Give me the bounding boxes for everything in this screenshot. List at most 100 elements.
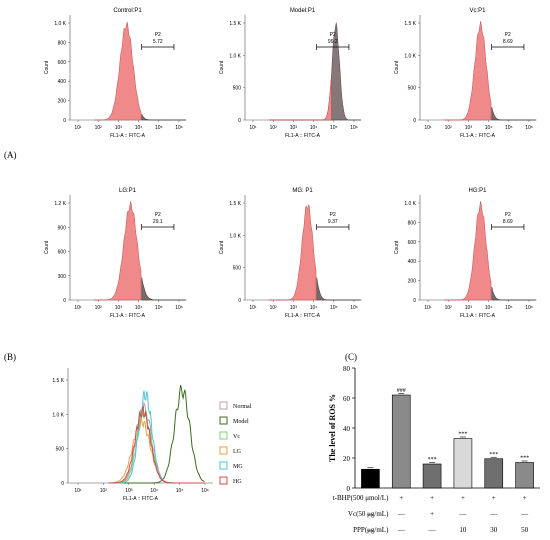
x-tick-label: 10¹ [424, 125, 432, 131]
x-tick-label: 10⁵ [505, 305, 513, 311]
row-cell: — [520, 510, 529, 518]
panel-label-a: (A) [4, 150, 17, 160]
bar-y-label: The level of ROS % [328, 394, 337, 462]
row-cell: — [458, 510, 467, 518]
histogram-gated [491, 107, 537, 121]
row-label: PPP(μg/mL) [353, 526, 389, 534]
legend-item-model: Model [219, 416, 249, 425]
row-cell: — [428, 526, 437, 534]
legend-label: Model [233, 419, 249, 425]
row-cell: + [523, 494, 527, 502]
y-tick-label: 500 [408, 86, 417, 92]
x-tick-label: 10⁶ [525, 305, 533, 311]
row-cell: — [397, 510, 406, 518]
x-tick-label: 10⁴ [310, 305, 318, 311]
x-tick-label: 10³ [125, 488, 133, 494]
y-tick-label: 0 [63, 118, 66, 124]
y-tick-label: 200 [408, 279, 417, 285]
row-label: t-BHP(500 μmol/L) [333, 494, 389, 502]
bar-3 [422, 463, 442, 489]
panel-label-b: (B) [4, 352, 16, 362]
x-axis-label: FL1-A :: FITC-A [460, 313, 496, 319]
legend-swatch [219, 461, 228, 470]
x-tick-label: 10⁶ [175, 125, 183, 131]
legend-item-mg: MG [219, 461, 243, 470]
x-tick-label: 10² [100, 488, 108, 494]
y-tick-label: 400 [58, 79, 67, 85]
x-axis-label: FL1-A :: FITC-A [285, 133, 321, 139]
overlay-curve-vc [108, 409, 205, 484]
y-tick-label: 0 [61, 481, 64, 487]
gate-value: 8.69 [503, 39, 513, 45]
histogram-gated [491, 287, 537, 301]
overlay-curve-hg [108, 405, 205, 484]
row-cell: + [461, 494, 465, 502]
y-tick-label: 1.0 K [229, 233, 241, 239]
x-tick-label: 10⁴ [150, 488, 158, 494]
y-tick-label: 0 [238, 118, 241, 124]
legend-item-normal: Normal [219, 401, 252, 410]
histogram-ungated [94, 201, 142, 301]
bar-y-tick-label: 80 [343, 365, 351, 373]
x-tick-label: 10⁴ [310, 125, 318, 131]
x-tick-label: 10³ [290, 125, 298, 131]
x-tick-label: 10³ [290, 305, 298, 311]
gate-label: P2 [155, 32, 161, 38]
legend-item-lg: LG [219, 446, 242, 455]
legend-item-hg: HG [219, 476, 242, 485]
y-tick-label: 0 [413, 118, 416, 124]
y-tick-label: 1.0 K [404, 201, 416, 207]
gate-label: P2 [505, 32, 511, 38]
flow-title: Vc:P1 [469, 8, 486, 14]
bar-6 [515, 462, 534, 489]
y-tick-label: 500 [233, 86, 242, 92]
gate-label: P2 [330, 32, 336, 38]
bar-y-tick-label: 0 [347, 485, 351, 493]
legend-swatch [219, 416, 228, 425]
row-cell: — [489, 510, 498, 518]
y-tick-label: 600 [58, 60, 67, 66]
y-axis-label: Count [44, 240, 50, 254]
y-tick-label: 0 [238, 298, 241, 304]
legend-swatch [219, 431, 228, 440]
y-tick-label: 600 [408, 240, 417, 246]
gate-value: 9.37 [328, 219, 338, 225]
y-tick-label: 600 [58, 250, 67, 256]
y-tick-label: 1.2 K [54, 201, 66, 207]
x-tick-label: 10² [270, 125, 278, 131]
x-tick-label: 10¹ [74, 488, 82, 494]
row-cell: + [492, 494, 496, 502]
histogram-gated [141, 114, 187, 121]
significance-mark: *** [428, 457, 437, 463]
y-tick-label: 1.0 K [229, 53, 241, 59]
legend-swatch [219, 446, 228, 455]
legend-swatch [219, 476, 228, 485]
gate-value: 8.69 [503, 219, 513, 225]
x-tick-label: 10² [95, 125, 103, 131]
x-axis-label: FL1-A :: FITC-A [285, 313, 321, 319]
x-tick-label: 10¹ [249, 125, 257, 131]
x-tick-label: 10² [270, 305, 278, 311]
x-tick-label: 10³ [115, 305, 123, 311]
bar-y-tick-label: 60 [343, 395, 351, 403]
legend-item-vc: Vc [219, 431, 240, 440]
x-tick-label: 10⁶ [350, 125, 358, 131]
bar-2 [391, 394, 411, 489]
y-tick-label: 1.5 K [52, 378, 64, 384]
y-axis-label: Count [44, 60, 50, 74]
x-tick-label: 10² [95, 305, 103, 311]
histogram-gated [269, 22, 362, 121]
row-cell: + [430, 494, 434, 502]
row-cell: + [430, 510, 434, 518]
x-tick-label: 10⁴ [485, 305, 493, 311]
flow-title: LG:P1 [119, 188, 137, 194]
legend-swatch [219, 401, 228, 410]
x-tick-label: 10³ [115, 125, 123, 131]
row-cell: 10 [459, 526, 467, 534]
row-cell: 50 [521, 526, 529, 534]
flow-title: Control:P1 [113, 8, 142, 14]
y-tick-label: 400 [408, 259, 417, 265]
